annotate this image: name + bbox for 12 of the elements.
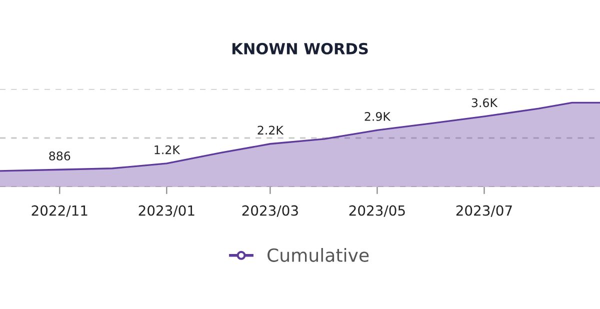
x-tick-label: 2023/07 [456,205,512,217]
chart-title: KNOWN WORDS [232,42,368,54]
x-tick-label: 2023/03 [242,205,298,217]
x-tick-label: 2023/05 [349,205,405,217]
data-label: 886 [49,151,70,160]
x-tick-label: 2022/11 [32,205,88,217]
data-label: 3.6K [472,98,498,108]
data-label: 2.9K [364,112,391,121]
x-tick-label: 2023/01 [138,205,194,217]
data-label: 2.2K [258,126,284,134]
legend-label: Cumulative [268,248,369,262]
data-label: 1.2K [154,145,180,154]
